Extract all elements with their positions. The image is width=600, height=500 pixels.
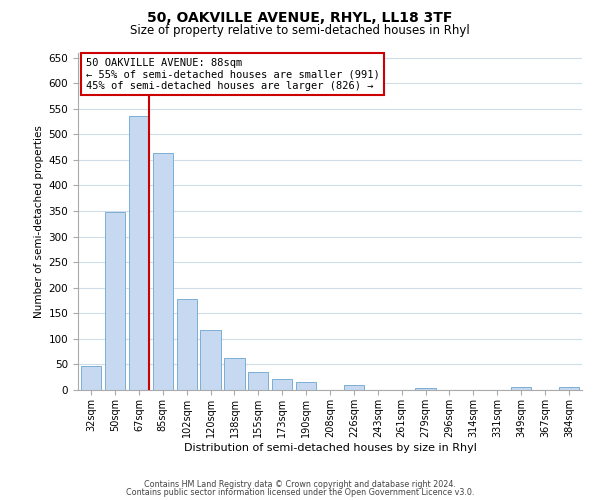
- Text: Contains public sector information licensed under the Open Government Licence v3: Contains public sector information licen…: [126, 488, 474, 497]
- Bar: [176, 299, 197, 390]
- Y-axis label: Number of semi-detached properties: Number of semi-detached properties: [34, 125, 44, 318]
- Text: Contains HM Land Registry data © Crown copyright and database right 2024.: Contains HM Land Registry data © Crown c…: [144, 480, 456, 489]
- Bar: [81, 366, 101, 390]
- Bar: [224, 358, 245, 390]
- Bar: [152, 153, 173, 390]
- Bar: [248, 372, 268, 390]
- Bar: [200, 330, 221, 390]
- Text: Size of property relative to semi-detached houses in Rhyl: Size of property relative to semi-detach…: [130, 24, 470, 37]
- Bar: [415, 388, 436, 390]
- Bar: [105, 212, 125, 390]
- Bar: [344, 385, 364, 390]
- Bar: [129, 116, 149, 390]
- X-axis label: Distribution of semi-detached houses by size in Rhyl: Distribution of semi-detached houses by …: [184, 442, 476, 452]
- Text: 50 OAKVILLE AVENUE: 88sqm
← 55% of semi-detached houses are smaller (991)
45% of: 50 OAKVILLE AVENUE: 88sqm ← 55% of semi-…: [86, 58, 379, 91]
- Bar: [272, 379, 292, 390]
- Bar: [296, 382, 316, 390]
- Bar: [559, 388, 579, 390]
- Bar: [511, 388, 531, 390]
- Text: 50, OAKVILLE AVENUE, RHYL, LL18 3TF: 50, OAKVILLE AVENUE, RHYL, LL18 3TF: [148, 12, 452, 26]
